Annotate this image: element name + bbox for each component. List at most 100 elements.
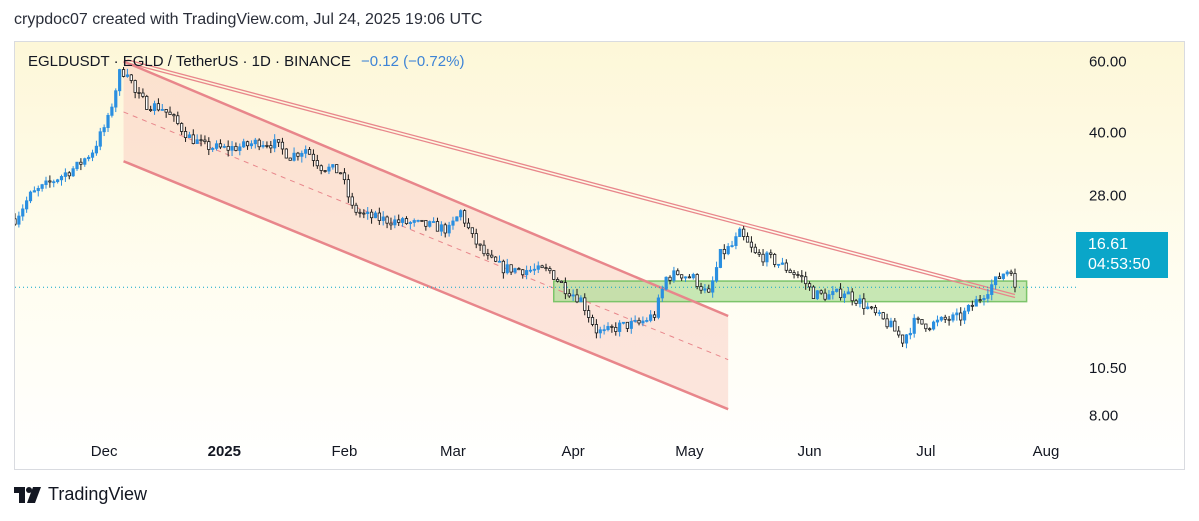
- candle-body: [56, 179, 60, 183]
- candle-body: [525, 270, 529, 276]
- candle-body: [118, 69, 122, 92]
- candle-body: [563, 282, 567, 295]
- candle-body: [842, 293, 847, 299]
- candle-body: [854, 300, 858, 304]
- candle-body: [528, 269, 533, 272]
- candle-body: [133, 80, 137, 93]
- candle-body: [928, 328, 932, 331]
- candle-body: [439, 224, 443, 232]
- candle-body: [594, 324, 598, 334]
- tradingview-logo-icon: [14, 486, 41, 503]
- candle-body: [36, 188, 40, 192]
- symbol-description: EGLDUSDT · EGLD / TetherUS · 1D · BINANC…: [28, 53, 351, 70]
- candle-body: [610, 326, 614, 328]
- candle-body: [711, 280, 715, 293]
- candle-body: [463, 210, 467, 224]
- candle-body: [338, 172, 343, 175]
- candle-body: [544, 267, 548, 270]
- candle-body: [121, 69, 126, 77]
- trendline-upper: [127, 59, 1016, 296]
- candle-body: [102, 127, 106, 133]
- candle-body: [517, 268, 521, 271]
- candle-body: [718, 248, 723, 268]
- candle-body: [780, 262, 785, 265]
- channel-upper-line: [123, 60, 729, 318]
- candle-body: [172, 114, 176, 117]
- candle-body: [931, 321, 936, 330]
- candle-body: [730, 245, 734, 247]
- candle-body: [990, 284, 994, 295]
- candle-body: [970, 304, 974, 307]
- candle-body: [714, 267, 719, 282]
- bar-countdown: 04:53:50: [1088, 256, 1151, 273]
- candle-body: [877, 312, 881, 314]
- candle-body: [416, 219, 420, 222]
- candle-body: [908, 332, 912, 336]
- y-tick-label: 28.00: [1089, 187, 1127, 204]
- candle-body: [606, 326, 610, 331]
- candle-body: [687, 276, 692, 279]
- candle-body: [846, 291, 850, 295]
- candle-body: [745, 236, 750, 243]
- candle-body: [811, 286, 816, 299]
- footer: TradingView: [14, 484, 147, 505]
- candle-body: [757, 252, 761, 255]
- candle-body: [288, 157, 292, 161]
- candle-body: [284, 148, 288, 159]
- candle-body: [660, 288, 664, 299]
- candle-body: [203, 139, 207, 143]
- candle-body: [218, 143, 223, 148]
- x-tick-label: Jun: [797, 443, 821, 460]
- candle-body: [935, 319, 940, 323]
- candle-body: [823, 292, 827, 300]
- chart-canvas[interactable]: 60.0040.0028.0020.5010.508.00Dec2025FebM…: [15, 42, 1184, 469]
- candle-body: [191, 134, 195, 144]
- candle-body: [222, 145, 226, 148]
- candle-body: [804, 276, 808, 285]
- candle-body: [110, 106, 114, 116]
- y-tick-label: 60.00: [1089, 53, 1127, 70]
- candle-body: [443, 224, 447, 234]
- candle-body: [424, 219, 428, 227]
- candle-body: [307, 149, 312, 155]
- candle-body: [160, 109, 164, 111]
- candle-body: [532, 268, 536, 271]
- candle-body: [242, 141, 246, 148]
- candle-body: [230, 145, 234, 151]
- candle-body: [300, 152, 304, 157]
- candle-body: [207, 141, 211, 150]
- candle-body: [292, 152, 296, 161]
- candle-body: [377, 212, 381, 221]
- candle-body: [149, 109, 153, 111]
- candle-body: [920, 319, 924, 325]
- candle-body: [478, 243, 482, 246]
- candle-body: [583, 297, 587, 311]
- price-chart[interactable]: 60.0040.0028.0020.5010.508.00Dec2025FebM…: [14, 41, 1185, 470]
- candle-body: [625, 321, 629, 329]
- candle-body: [742, 228, 746, 237]
- candle-body: [1013, 273, 1017, 288]
- candle-body: [187, 134, 192, 138]
- candle-body: [738, 228, 742, 238]
- candle-body: [315, 160, 319, 167]
- candle-body: [490, 254, 494, 258]
- candle-body: [587, 310, 591, 318]
- candle-body: [873, 307, 878, 314]
- candle-body: [966, 304, 971, 312]
- candle-body: [618, 322, 622, 332]
- candle-body: [598, 329, 602, 334]
- candle-body: [893, 320, 897, 332]
- candle-body: [280, 141, 285, 150]
- candle-body: [265, 145, 269, 147]
- candle-body: [44, 180, 48, 186]
- candle-body: [428, 221, 432, 227]
- candle-body: [412, 220, 416, 223]
- candle-body: [129, 74, 133, 81]
- candle-body: [722, 248, 726, 255]
- candle-body: [959, 312, 963, 321]
- candle-body: [556, 279, 560, 282]
- candle-body: [141, 92, 145, 97]
- candle-body: [924, 323, 928, 330]
- candle-body: [381, 216, 385, 221]
- candle-body: [373, 212, 378, 219]
